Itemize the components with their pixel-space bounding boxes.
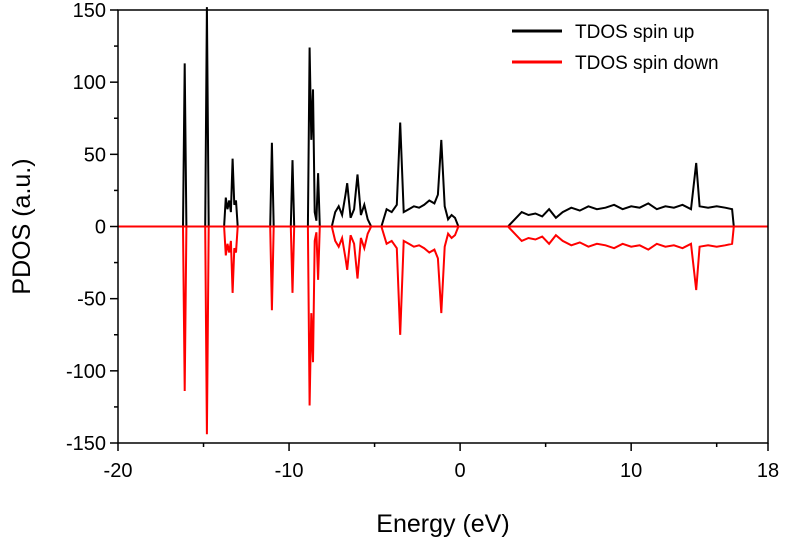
x-tick-label: 18 xyxy=(757,460,779,482)
series-layer xyxy=(182,7,735,435)
y-tick-label: -150 xyxy=(66,433,106,455)
series-line-1 xyxy=(182,225,735,435)
y-tick-label: 50 xyxy=(84,144,106,166)
legend: TDOS spin up TDOS spin down xyxy=(512,22,719,74)
y-tick-label: 0 xyxy=(95,217,106,239)
x-axis-title: Energy (eV) xyxy=(376,510,509,538)
legend-label-spin-up: TDOS spin up xyxy=(575,22,694,43)
y-tick-label: 150 xyxy=(73,0,106,22)
y-axis-title: PDOS (a.u.) xyxy=(8,158,36,294)
y-tick-label: 100 xyxy=(73,72,106,94)
legend-label-spin-down: TDOS spin down xyxy=(575,53,719,74)
x-tick-label: 10 xyxy=(620,460,642,482)
series-line-0 xyxy=(182,7,735,228)
x-tick-label: -20 xyxy=(104,460,133,482)
y-tick-label: -100 xyxy=(66,361,106,383)
x-tick-label: 0 xyxy=(455,460,466,482)
y-tick-label: -50 xyxy=(77,289,106,311)
x-tick-label: -10 xyxy=(275,460,304,482)
